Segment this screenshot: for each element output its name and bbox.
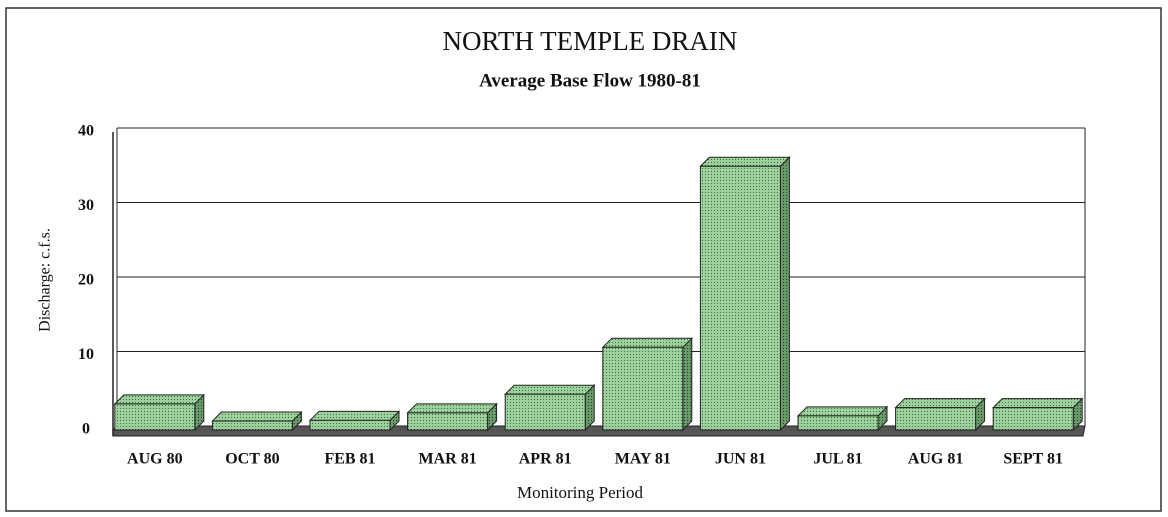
bar-side: [779, 156, 790, 432]
x-tick-label: OCT 80: [225, 451, 279, 468]
y-tick-label: 0: [82, 421, 90, 438]
x-tick-label: AUG 81: [908, 451, 964, 468]
frame: [5, 7, 1162, 512]
bar: [407, 412, 489, 431]
x-tick-label: APR 81: [519, 451, 572, 468]
x-tick-label: AUG 80: [127, 451, 183, 468]
bar: [309, 419, 391, 431]
y-axis-label: Discharge: c.f.s.: [37, 228, 54, 332]
chart-subtitle: Average Base Flow 1980-81: [479, 70, 701, 91]
x-tick-label: SEPT 81: [1003, 451, 1063, 468]
y-tick-label: 40: [78, 123, 94, 140]
bar-top: [113, 394, 206, 405]
x-axis-label: Monitoring Period: [517, 483, 644, 502]
bar-top: [211, 411, 303, 422]
x-tick-label: JUN 81: [715, 451, 766, 468]
bar: [797, 415, 879, 431]
bar-top: [699, 156, 791, 167]
bar: [114, 403, 196, 431]
bar: [602, 346, 684, 431]
bar-top: [991, 398, 1084, 409]
bar: [992, 407, 1074, 431]
bar: [699, 165, 781, 431]
y-tick-label: 20: [78, 272, 94, 289]
bar-top: [308, 410, 401, 421]
bar-top: [601, 337, 694, 348]
chart-title: NORTH TEMPLE DRAIN: [443, 26, 738, 56]
y-tick-label: 30: [78, 197, 94, 214]
bar-top: [796, 406, 889, 417]
x-tick-label: MAR 81: [418, 451, 476, 468]
y-tick-label: 10: [78, 346, 94, 363]
bar: [895, 407, 977, 431]
bar-side: [682, 337, 693, 432]
bar: [211, 420, 293, 431]
bar-top: [503, 384, 596, 395]
x-tick-label: JUL 81: [813, 451, 862, 468]
bar-top: [894, 398, 986, 409]
bar-top: [406, 403, 498, 414]
x-tick-label: MAY 81: [615, 451, 671, 468]
bar: [504, 393, 586, 431]
x-tick-label: FEB 81: [324, 451, 375, 468]
